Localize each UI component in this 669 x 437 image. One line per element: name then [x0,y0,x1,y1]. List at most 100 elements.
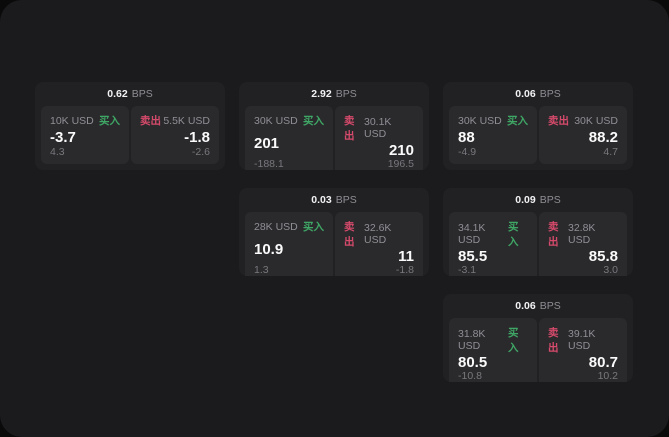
sell-amount: 30.1K USD [363,116,392,140]
buy-panel[interactable]: 31.8K USD 买入 80.5 -10.8 [449,318,537,382]
buy-price: 88 [458,128,475,146]
buy-amount: 31.8K USD [458,328,486,352]
quote-card: 0.62 BPS 10K USD 买入 -3.7 4.3 卖出 5.5K USD… [35,82,225,170]
buy-price: 201 [254,134,280,152]
buy-panel-header: 31.8K USD 买入 [458,325,528,355]
sell-panel[interactable]: 卖出 30K USD 88.2 4.7 [539,106,627,164]
sell-panel[interactable]: 卖出 32.8K USD 85.8 3.0 [539,212,627,276]
buy-side-label: 买入 [507,115,528,127]
card-header: 2.92 BPS [239,82,429,106]
bps-value: 0.03 [311,194,332,206]
cards-grid: 0.62 BPS 10K USD 买入 -3.7 4.3 卖出 5.5K USD… [35,82,633,382]
card-header: 0.03 BPS [239,188,429,212]
sell-price: 88.2 [588,128,618,146]
bps-value: 0.06 [515,88,536,100]
buy-side-label: 买入 [303,221,324,233]
buy-panel[interactable]: 10K USD 买入 -3.7 4.3 [41,106,129,164]
sell-delta: 196.5 [387,158,414,170]
sell-panel-header: 卖出 30.1K USD [344,113,414,143]
card-header: 0.06 BPS [443,294,633,318]
sell-delta: -2.6 [191,146,210,158]
buy-panel[interactable]: 30K USD 买入 201 -188.1 [245,106,333,170]
buy-price: -3.7 [50,128,76,146]
buy-price: 85.5 [458,248,488,265]
buy-delta: -3.1 [458,264,477,276]
sell-panel[interactable]: 卖出 32.6K USD 11 -1.8 [335,212,423,276]
buy-amount: 30K USD [254,114,298,127]
bps-unit-label: BPS [539,88,561,100]
buy-panel[interactable]: 34.1K USD 买入 85.5 -3.1 [449,212,537,276]
buy-price: 80.5 [458,354,488,371]
quote-panels: 34.1K USD 买入 85.5 -3.1 卖出 32.8K USD 85.8… [449,212,627,276]
buy-panel-header: 30K USD 买入 [254,113,324,128]
bps-unit-label: BPS [335,88,357,100]
bps-value: 2.92 [311,88,332,100]
sell-price: 85.8 [588,248,618,265]
buy-panel-header: 34.1K USD 买入 [458,219,528,249]
quote-panels: 10K USD 买入 -3.7 4.3 卖出 5.5K USD -1.8 -2.… [41,106,219,164]
sell-panel-header: 卖出 5.5K USD [140,113,210,128]
bps-unit-label: BPS [335,194,357,206]
sell-amount: 30K USD [574,114,618,127]
bps-unit-label: BPS [539,300,561,312]
buy-amount: 28K USD [254,220,298,233]
sell-amount: 32.6K USD [363,222,392,246]
buy-panel-header: 30K USD 买入 [458,113,528,128]
buy-amount: 30K USD [458,114,502,127]
buy-amount: 34.1K USD [458,222,486,246]
sell-panel-header: 卖出 32.8K USD [548,219,618,249]
sell-price: 210 [388,142,414,159]
sell-side-label: 卖出 [344,115,355,142]
buy-panel-header: 28K USD 买入 [254,219,324,234]
sell-panel-header: 卖出 30K USD [548,113,618,128]
quote-card: 0.06 BPS 30K USD 买入 88 -4.9 卖出 30K USD 8… [443,82,633,170]
bps-value: 0.62 [107,88,128,100]
sell-price: -1.8 [184,128,210,146]
buy-delta: 1.3 [254,264,269,276]
card-header: 0.62 BPS [35,82,225,106]
quote-card: 0.06 BPS 31.8K USD 买入 80.5 -10.8 卖出 39.1… [443,294,633,382]
sell-panel-header: 卖出 32.6K USD [344,219,414,249]
sell-side-label: 卖出 [344,221,355,248]
quote-card: 0.03 BPS 28K USD 买入 10.9 1.3 卖出 32.6K US… [239,188,429,276]
sell-panel[interactable]: 卖出 30.1K USD 210 196.5 [335,106,423,170]
quote-panels: 30K USD 买入 201 -188.1 卖出 30.1K USD 210 1… [245,106,423,170]
buy-delta: -10.8 [458,370,482,382]
sell-side-label: 卖出 [548,115,569,127]
sell-price: 80.7 [588,354,618,371]
sell-side-label: 卖出 [548,327,559,354]
sell-side-label: 卖出 [548,221,559,248]
sell-side-label: 卖出 [140,115,161,127]
bps-value: 0.06 [515,300,536,312]
buy-delta: -188.1 [254,158,284,170]
sell-delta: 10.2 [597,370,618,382]
sell-amount: 5.5K USD [163,114,210,127]
buy-delta: 4.3 [50,146,65,158]
sell-panel[interactable]: 卖出 5.5K USD -1.8 -2.6 [131,106,219,164]
bps-unit-label: BPS [131,88,153,100]
sell-price: 11 [398,248,414,265]
buy-panel-header: 10K USD 买入 [50,113,120,128]
quote-card: 2.92 BPS 30K USD 买入 201 -188.1 卖出 30.1K … [239,82,429,170]
sell-panel[interactable]: 卖出 39.1K USD 80.7 10.2 [539,318,627,382]
sell-delta: -1.8 [395,264,414,276]
buy-side-label: 买入 [508,327,519,354]
quote-panels: 31.8K USD 买入 80.5 -10.8 卖出 39.1K USD 80.… [449,318,627,382]
card-header: 0.06 BPS [443,82,633,106]
quote-panels: 28K USD 买入 10.9 1.3 卖出 32.6K USD 11 -1.8 [245,212,423,276]
bps-unit-label: BPS [539,194,561,206]
bps-value: 0.09 [515,194,536,206]
buy-panel[interactable]: 30K USD 买入 88 -4.9 [449,106,537,164]
buy-amount: 10K USD [50,114,94,127]
sell-delta: 3.0 [603,264,618,276]
buy-side-label: 买入 [303,115,324,127]
quote-card: 0.09 BPS 34.1K USD 买入 85.5 -3.1 卖出 32.8K… [443,188,633,276]
sell-panel-header: 卖出 39.1K USD [548,325,618,355]
quote-panels: 30K USD 买入 88 -4.9 卖出 30K USD 88.2 4.7 [449,106,627,164]
sell-amount: 39.1K USD [567,328,596,352]
card-header: 0.09 BPS [443,188,633,212]
buy-panel[interactable]: 28K USD 买入 10.9 1.3 [245,212,333,276]
buy-side-label: 买入 [99,115,120,127]
